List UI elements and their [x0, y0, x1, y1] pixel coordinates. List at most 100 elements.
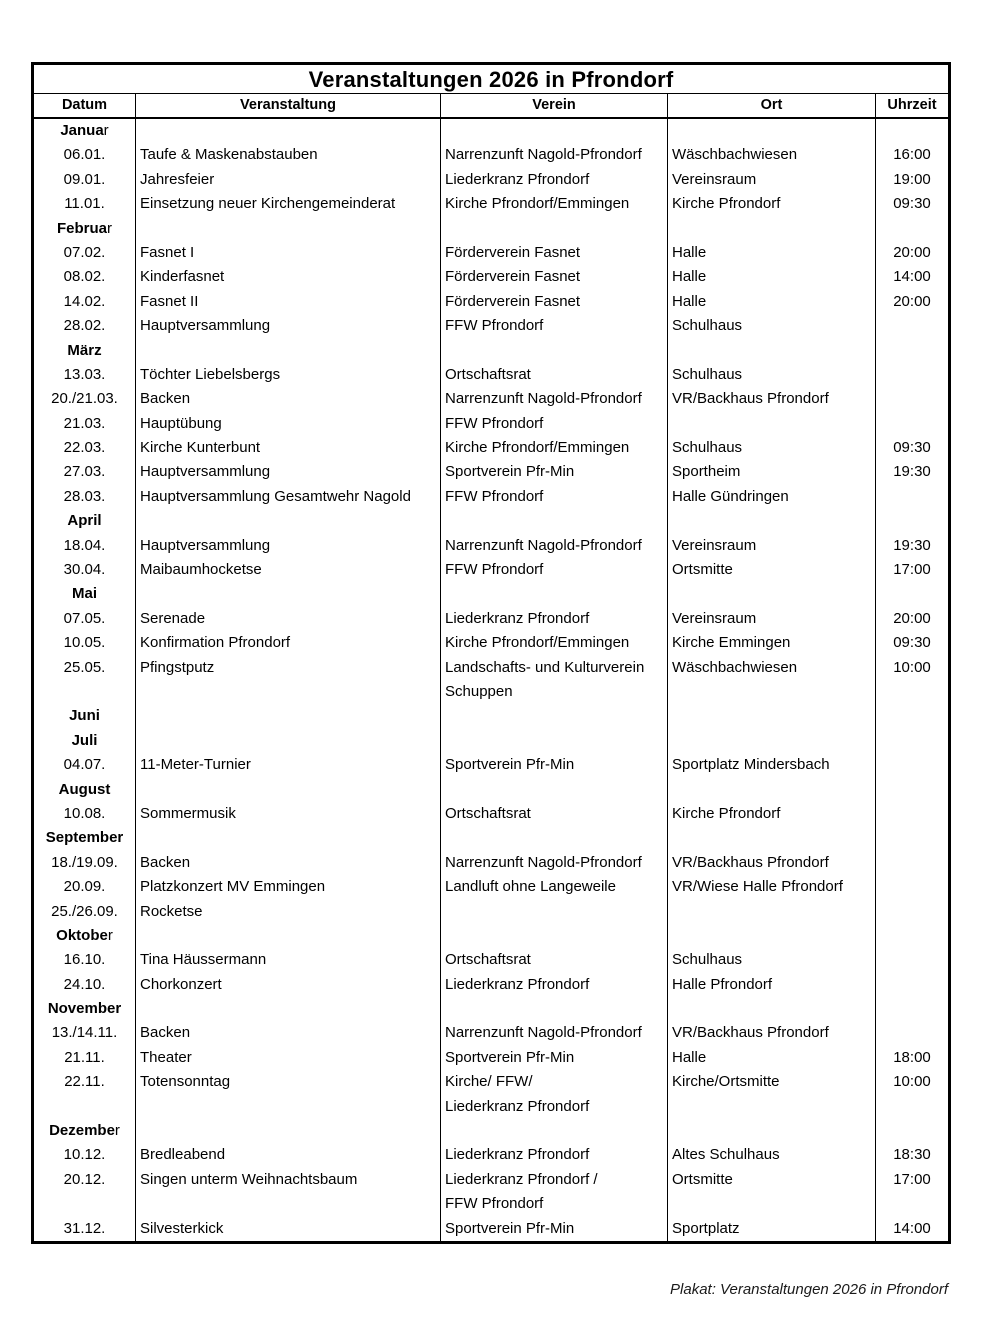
ort-cell	[667, 899, 875, 924]
ort-cell: Schulhaus	[667, 314, 875, 339]
datum-cell: August	[34, 778, 135, 802]
veranstaltung-text: Taufe & Maskenabstauben	[140, 146, 318, 164]
verein-cell	[440, 1119, 667, 1144]
datum-text: 10.08.	[63, 804, 106, 822]
datum-cell: 20.12.	[34, 1168, 135, 1192]
event-row: 18.04. Hauptversammlung Narrenzunft Nagold…	[34, 533, 948, 559]
ort-cell: VR/Backhaus Pfrondorf	[667, 850, 875, 876]
veranstaltung-cell: Totensonntag	[135, 1070, 440, 1095]
event-row: 04.07. 11-Meter-Turnier Sportverein Pfr-Mi…	[34, 753, 948, 778]
veranstaltung-cell	[135, 777, 440, 802]
verein-cell: Liederkranz Pfrondorf	[440, 972, 667, 998]
continuation-row: FFW Pfrondorf	[34, 1192, 948, 1217]
datum-cell: 22.03.	[34, 436, 135, 460]
veranstaltung-cell	[135, 728, 440, 754]
verein-cell: Narrenzunft Nagold-Pfrondorf	[440, 387, 667, 412]
verein-cell	[440, 997, 667, 1022]
veranstaltung-text: Silvesterkick	[140, 1219, 224, 1237]
veranstaltung-text: 11-Meter-Turnier	[140, 756, 251, 774]
veranstaltung-cell: Kirche Kunterbunt	[135, 436, 440, 461]
verein-cell: Sportverein Pfr-Min	[440, 460, 667, 485]
veranstaltung-text: Kirche Kunterbunt	[140, 439, 261, 457]
veranstaltung-cell	[135, 216, 440, 241]
datum-cell: November	[34, 997, 135, 1021]
ort-text: Kirche/Ortsmitte	[672, 1073, 780, 1091]
uhrzeit-text: 09:30	[893, 439, 931, 457]
datum-cell: 10.12.	[34, 1143, 135, 1167]
verein-text: Förderverein Fasnet	[445, 292, 581, 310]
column-header-verein: Verein	[440, 94, 667, 117]
verein-text: Landluft ohne Langeweile	[445, 878, 616, 896]
verein-text: Förderverein Fasnet	[445, 243, 581, 261]
event-row: 13./14.11. Backen Narrenzunft Nagold-Pfron…	[34, 1021, 948, 1046]
ort-cell: VR/Wiese Halle Pfrondorf	[667, 875, 875, 900]
uhrzeit-text: 20:00	[893, 292, 931, 310]
veranstaltung-cell: Töchter Liebelsbergs	[135, 362, 440, 388]
verein-cell: Sportverein Pfr-Min	[440, 1216, 667, 1241]
ort-text: Altes Schulhaus	[672, 1146, 780, 1164]
month-row: April	[34, 509, 948, 534]
ort-text: VR/Backhaus Pfrondorf	[672, 853, 829, 871]
verein-text: Kirche Pfrondorf/Emmingen	[445, 195, 630, 213]
veranstaltung-text: Serenade	[140, 609, 206, 627]
datum-cell: Juli	[34, 729, 135, 753]
event-row: 28.02. Hauptversammlung FFW Pfrondorf Schul…	[34, 314, 948, 339]
veranstaltung-cell: Pfingstputz	[135, 655, 440, 680]
datum-cell: April	[34, 509, 135, 533]
datum-cell: 09.01.	[34, 168, 135, 192]
ort-cell: Altes Schulhaus	[667, 1143, 875, 1168]
ort-cell	[667, 923, 875, 949]
ort-cell: Halle Pfrondorf	[667, 972, 875, 998]
veranstaltung-cell: Rocketse	[135, 899, 440, 924]
ort-cell: Kirche Pfrondorf	[667, 801, 875, 827]
veranstaltung-cell	[135, 1094, 440, 1120]
month-row: September	[34, 826, 948, 851]
verein-cell: Liederkranz Pfrondorf	[440, 606, 667, 632]
uhrzeit-cell	[875, 582, 948, 607]
veranstaltung-cell	[135, 509, 440, 534]
uhrzeit-cell: 20:00	[875, 240, 948, 266]
uhrzeit-cell	[875, 387, 948, 412]
event-row: 08.02. Kinderfasnet Förderverein Fasnet Hal…	[34, 265, 948, 290]
datum-text: 07.05.	[63, 609, 106, 627]
verein-cell	[440, 338, 667, 363]
ort-text: Sportplatz Mindersbach	[672, 756, 830, 774]
datum-cell: 31.12.	[34, 1217, 135, 1241]
month-label: Oktobe	[56, 926, 108, 944]
verein-continuation-text: FFW Pfrondorf	[445, 1195, 544, 1213]
veranstaltung-text: Hauptversammlung	[140, 536, 271, 554]
veranstaltung-cell: Tina Häussermann	[135, 948, 440, 973]
datum-text: 11.01.	[64, 195, 105, 213]
ort-cell: Sportheim	[667, 460, 875, 485]
ort-cell	[667, 704, 875, 729]
veranstaltung-text: Platzkonzert MV Emmingen	[140, 878, 326, 896]
veranstaltung-cell: Hauptversammlung	[135, 314, 440, 339]
verein-text: FFW Pfrondorf	[445, 561, 544, 579]
ort-cell: Vereinsraum	[667, 167, 875, 193]
datum-cell: 21.11.	[34, 1046, 135, 1070]
veranstaltung-cell	[135, 1192, 440, 1217]
uhrzeit-cell: 19:00	[875, 167, 948, 193]
ort-cell: Halle	[667, 1045, 875, 1071]
verein-text: Ortschaftsrat	[445, 804, 531, 822]
veranstaltung-text: Singen unterm Weihnachtsbaum	[140, 1170, 358, 1188]
datum-cell: 24.10.	[34, 973, 135, 997]
datum-cell: Oktober	[34, 924, 135, 948]
veranstaltung-cell: Taufe & Maskenabstauben	[135, 143, 440, 168]
veranstaltung-text: Backen	[140, 390, 191, 408]
datum-cell: 25.05.	[34, 656, 135, 680]
event-row: 22.11. Totensonntag Kirche/ FFW/Kirche/Ort…	[34, 1070, 948, 1095]
verein-text: Förderverein Fasnet	[445, 268, 581, 286]
datum-cell: 20./21.03.	[34, 387, 135, 411]
event-row: 11.01. Einsetzung neuer Kirchengemeindera…	[34, 192, 948, 217]
verein-cell: Landluft ohne Langeweile	[440, 875, 667, 900]
ort-text: Sportplatz	[672, 1219, 740, 1237]
table-body: Januar 06.01. Taufe & Maskenabstauben Narre…	[34, 119, 948, 1241]
uhrzeit-cell	[875, 753, 948, 778]
veranstaltung-cell: Chorkonzert	[135, 972, 440, 998]
month-row: Februar	[34, 216, 948, 241]
month-row: August	[34, 777, 948, 802]
verein-text: Narrenzunft Nagold-Pfrondorf	[445, 536, 642, 554]
uhrzeit-cell: 10:00	[875, 655, 948, 680]
